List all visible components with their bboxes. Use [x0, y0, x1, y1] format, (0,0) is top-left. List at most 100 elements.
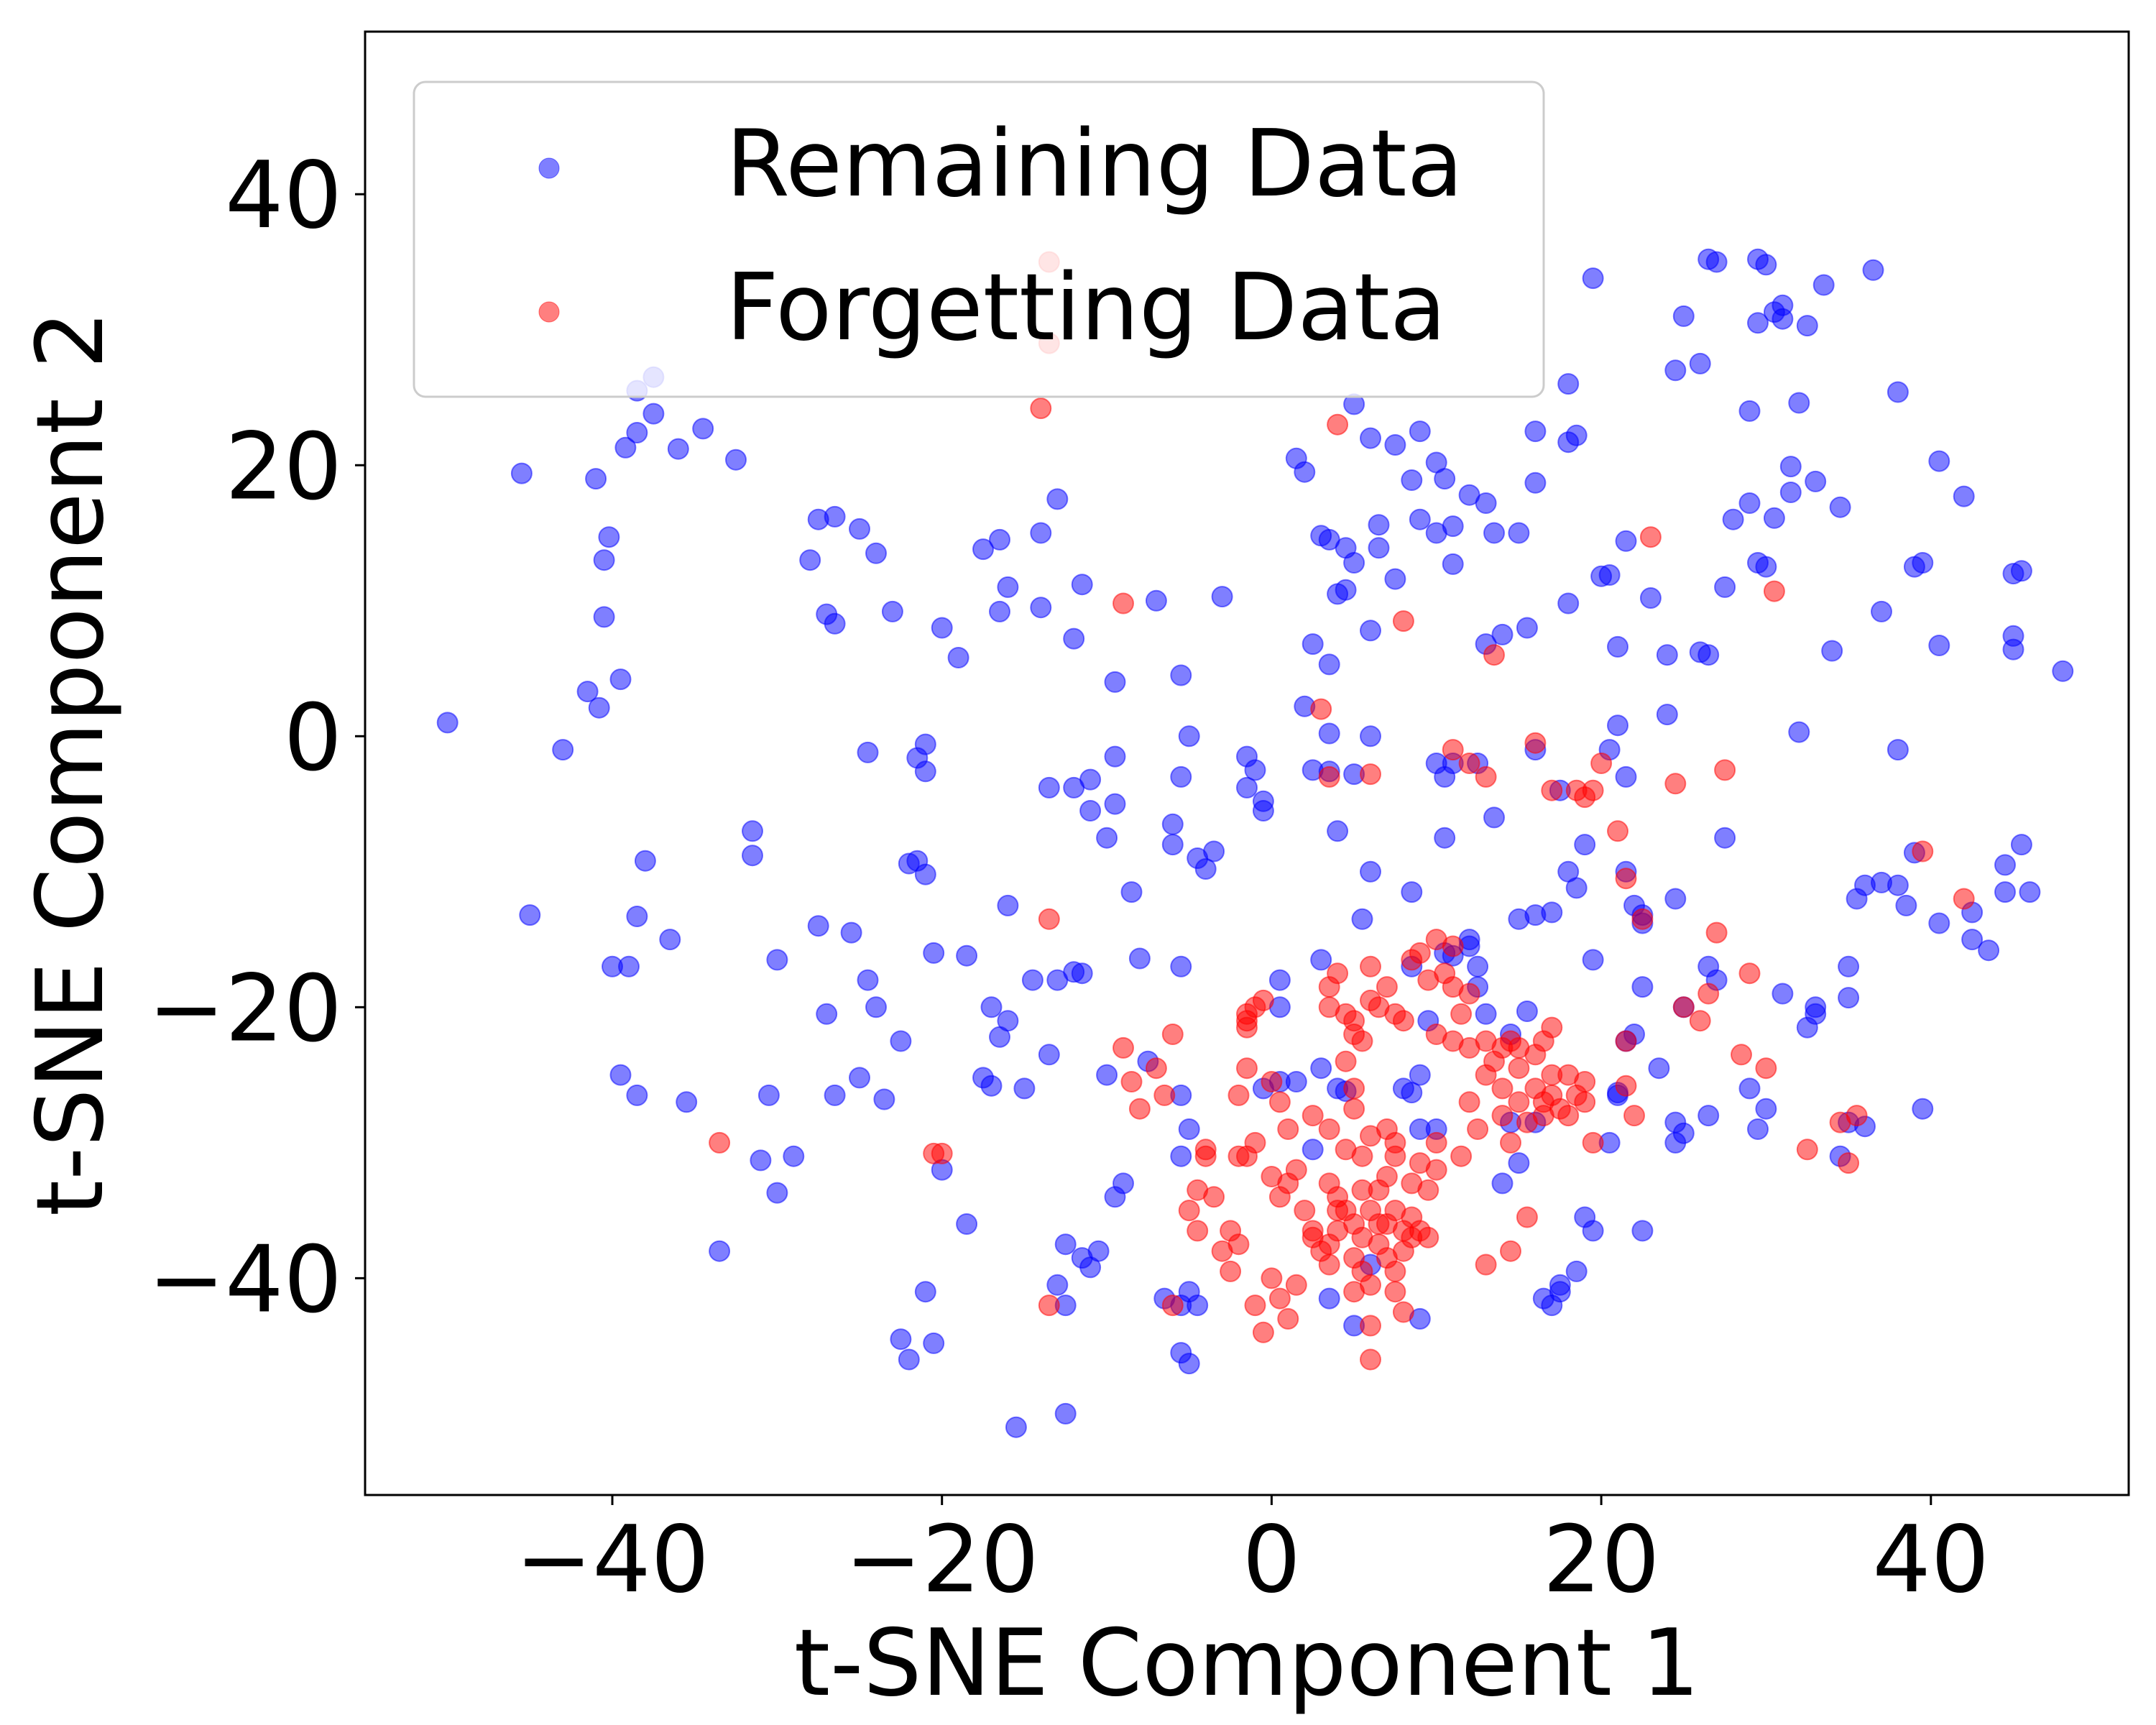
remaining-point [766, 949, 788, 971]
remaining-point [642, 402, 665, 425]
forgetting-point [1112, 1036, 1134, 1059]
forgetting-point [1327, 413, 1349, 436]
remaining-point [1351, 908, 1373, 930]
forgetting-point [1392, 610, 1414, 632]
remaining-point [588, 696, 610, 719]
remaining-point [972, 538, 994, 561]
remaining-point [1895, 894, 1917, 916]
remaining-point [1838, 987, 1860, 1009]
remaining-point [1318, 1287, 1340, 1310]
forgetting-point [1508, 1057, 1530, 1080]
forgetting-point [1277, 1118, 1299, 1140]
remaining-point [593, 606, 615, 628]
forgetting-point [1178, 1200, 1200, 1222]
forgetting-point [1491, 1077, 1514, 1100]
forgetting-point [1953, 888, 1975, 910]
forgetting-point [1343, 1281, 1365, 1303]
forgetting-point [1261, 1267, 1283, 1289]
remaining-point [1161, 834, 1184, 856]
forgetting-point [1236, 1010, 1258, 1032]
forgetting-point [1360, 955, 1381, 978]
remaining-point [618, 955, 640, 978]
remaining-point [1928, 450, 1950, 472]
forgetting-point [1912, 840, 1934, 862]
remaining-point [1565, 877, 1588, 899]
remaining-point [989, 528, 1010, 551]
remaining-point [898, 1348, 920, 1371]
remaining-point [1871, 600, 1892, 622]
remaining-point [1508, 1152, 1530, 1174]
legend: Remaining Data Forgetting Data [413, 80, 1545, 398]
remaining-point [1368, 537, 1390, 559]
remaining-point [857, 741, 879, 763]
forgetting-point [1491, 1105, 1514, 1127]
remaining-point [1442, 553, 1464, 575]
forgetting-point [1738, 962, 1761, 985]
remaining-point [881, 600, 903, 622]
remaining-point [1104, 745, 1126, 768]
remaining-point [890, 1030, 912, 1052]
forgetting-point [1285, 1159, 1307, 1181]
forgetting-point [1360, 1348, 1381, 1371]
remaining-point [1236, 776, 1258, 799]
remaining-point [1796, 315, 1818, 337]
remaining-point [598, 526, 620, 548]
remaining-point [1886, 874, 1909, 896]
remaining-point [1434, 468, 1456, 490]
remaining-point [1508, 908, 1530, 930]
remaining-point [1268, 969, 1291, 991]
y-tick-label: 40 [225, 142, 342, 249]
remaining-point [799, 549, 821, 571]
remaining-point [1994, 881, 2016, 903]
remaining-point [1409, 508, 1431, 530]
forgetting-point [1268, 1287, 1291, 1310]
remaining-point [1994, 854, 2016, 876]
remaining-point [865, 996, 887, 1018]
remaining-point [1829, 496, 1851, 518]
forgetting-point [1120, 1071, 1143, 1092]
marks-layer [436, 248, 2074, 1438]
forgetting-point [1376, 976, 1398, 998]
y-tick-label: −40 [148, 1226, 342, 1333]
remaining-point [1886, 739, 1909, 761]
forgetting-point [1268, 1091, 1291, 1113]
x-tick-label: 20 [1543, 1506, 1660, 1614]
forgetting-point [1318, 765, 1340, 788]
remaining-point [1772, 308, 1794, 330]
forgetting-point [1417, 1226, 1439, 1248]
forgetting-point [1615, 1075, 1637, 1097]
forgetting-point [1458, 983, 1480, 1005]
forgetting-point [1417, 1179, 1439, 1201]
remaining-point [1178, 1118, 1200, 1140]
forgetting-point [1376, 1166, 1398, 1187]
forgetting-point [1500, 1240, 1521, 1262]
remaining-point [1763, 507, 1785, 529]
forgetting-point [1392, 1301, 1414, 1323]
remaining-point [923, 942, 945, 964]
remaining-point [676, 1091, 698, 1113]
remaining-point [742, 820, 763, 842]
forgetting-point [1360, 1315, 1381, 1337]
remaining-point [807, 915, 829, 937]
remaining-point [1384, 434, 1406, 456]
remaining-point [1755, 1098, 1777, 1120]
remaining-point [1483, 522, 1505, 544]
forgetting-point [1705, 921, 1728, 944]
remaining-point [1194, 858, 1217, 880]
remaining-point [1021, 969, 1044, 991]
forgetting-point [1227, 1084, 1250, 1106]
remaining-point [956, 944, 978, 967]
remaining-point [2019, 881, 2041, 903]
forgetting-point [1252, 1321, 1274, 1343]
forgetting-point [1582, 779, 1604, 801]
legend-box [413, 80, 1545, 398]
remaining-point [1360, 860, 1381, 883]
remaining-point [914, 863, 936, 886]
remaining-point [634, 850, 656, 872]
remaining-point [1508, 522, 1530, 544]
forgetting-point [1294, 1200, 1316, 1222]
forgetting-point [1838, 1152, 1860, 1174]
forgetting-point [1153, 1084, 1176, 1106]
remaining-point [1557, 592, 1580, 615]
remaining-point [1038, 1044, 1060, 1066]
